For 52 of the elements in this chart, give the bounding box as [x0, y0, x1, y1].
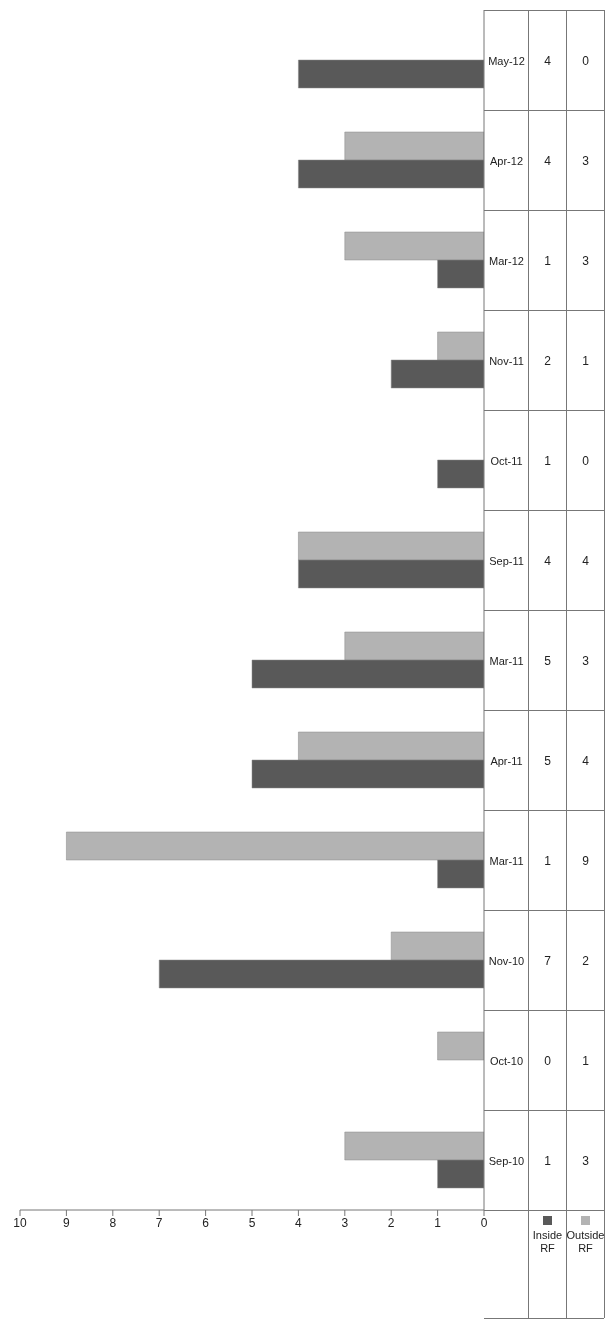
data-label: 1 [543, 252, 552, 270]
y-tick-label: Apr-11 [489, 753, 524, 769]
y-tick-label: Mar-11 [488, 853, 525, 869]
data-label: 4 [543, 152, 552, 170]
x-tick-label: 3 [341, 1215, 349, 1230]
data-label: 3 [581, 152, 590, 170]
bar [437, 1031, 484, 1061]
data-label: 1 [581, 352, 590, 370]
x-tick-label: 7 [155, 1215, 163, 1230]
x-tick-label: 1 [434, 1215, 442, 1230]
y-tick-label: Oct-11 [489, 453, 524, 469]
x-tick-label: 8 [109, 1215, 117, 1230]
data-label: 0 [581, 52, 590, 70]
data-label: 2 [581, 952, 590, 970]
data-label: 4 [543, 552, 552, 570]
x-tick-label: 5 [248, 1215, 256, 1230]
bar [437, 459, 484, 489]
y-tick-label: Nov-10 [487, 953, 526, 969]
x-tick-label: 10 [13, 1215, 27, 1230]
data-label: 1 [581, 1052, 590, 1070]
x-tick-label: 4 [295, 1215, 303, 1230]
x-tick-label: 6 [202, 1215, 210, 1230]
y-tick-label: Mar-12 [488, 253, 525, 269]
y-tick-label: Oct-10 [489, 1053, 524, 1069]
data-label: 5 [543, 752, 552, 770]
x-tick-label: 0 [480, 1215, 488, 1230]
data-label: 3 [581, 652, 590, 670]
data-label: 5 [543, 652, 552, 670]
data-label: 0 [581, 452, 590, 470]
legend-label: Outside RF [566, 1229, 605, 1255]
y-tick-label: Sep-10 [487, 1153, 526, 1169]
data-label: 1 [543, 852, 552, 870]
data-label: 7 [543, 952, 552, 970]
y-tick-label: Nov-11 [488, 353, 525, 369]
data-label: 4 [543, 52, 552, 70]
y-tick-label: Mar-11 [488, 653, 525, 669]
y-tick-label: Apr-12 [489, 153, 524, 169]
data-label: 3 [581, 1152, 590, 1170]
data-label: 1 [543, 452, 552, 470]
data-label: 9 [581, 852, 590, 870]
x-tick-label: 9 [63, 1215, 71, 1230]
bar [298, 59, 484, 89]
data-label: 4 [581, 552, 590, 570]
y-tick-label: May-12 [487, 53, 526, 69]
data-label: 0 [543, 1052, 552, 1070]
data-label: 1 [543, 1152, 552, 1170]
data-label: 4 [581, 752, 590, 770]
x-tick-label: 2 [387, 1215, 395, 1230]
data-label: 2 [543, 352, 552, 370]
y-tick-label: Sep-11 [488, 553, 525, 569]
data-label: 3 [581, 252, 590, 270]
legend-label: Inside RF [531, 1229, 564, 1255]
